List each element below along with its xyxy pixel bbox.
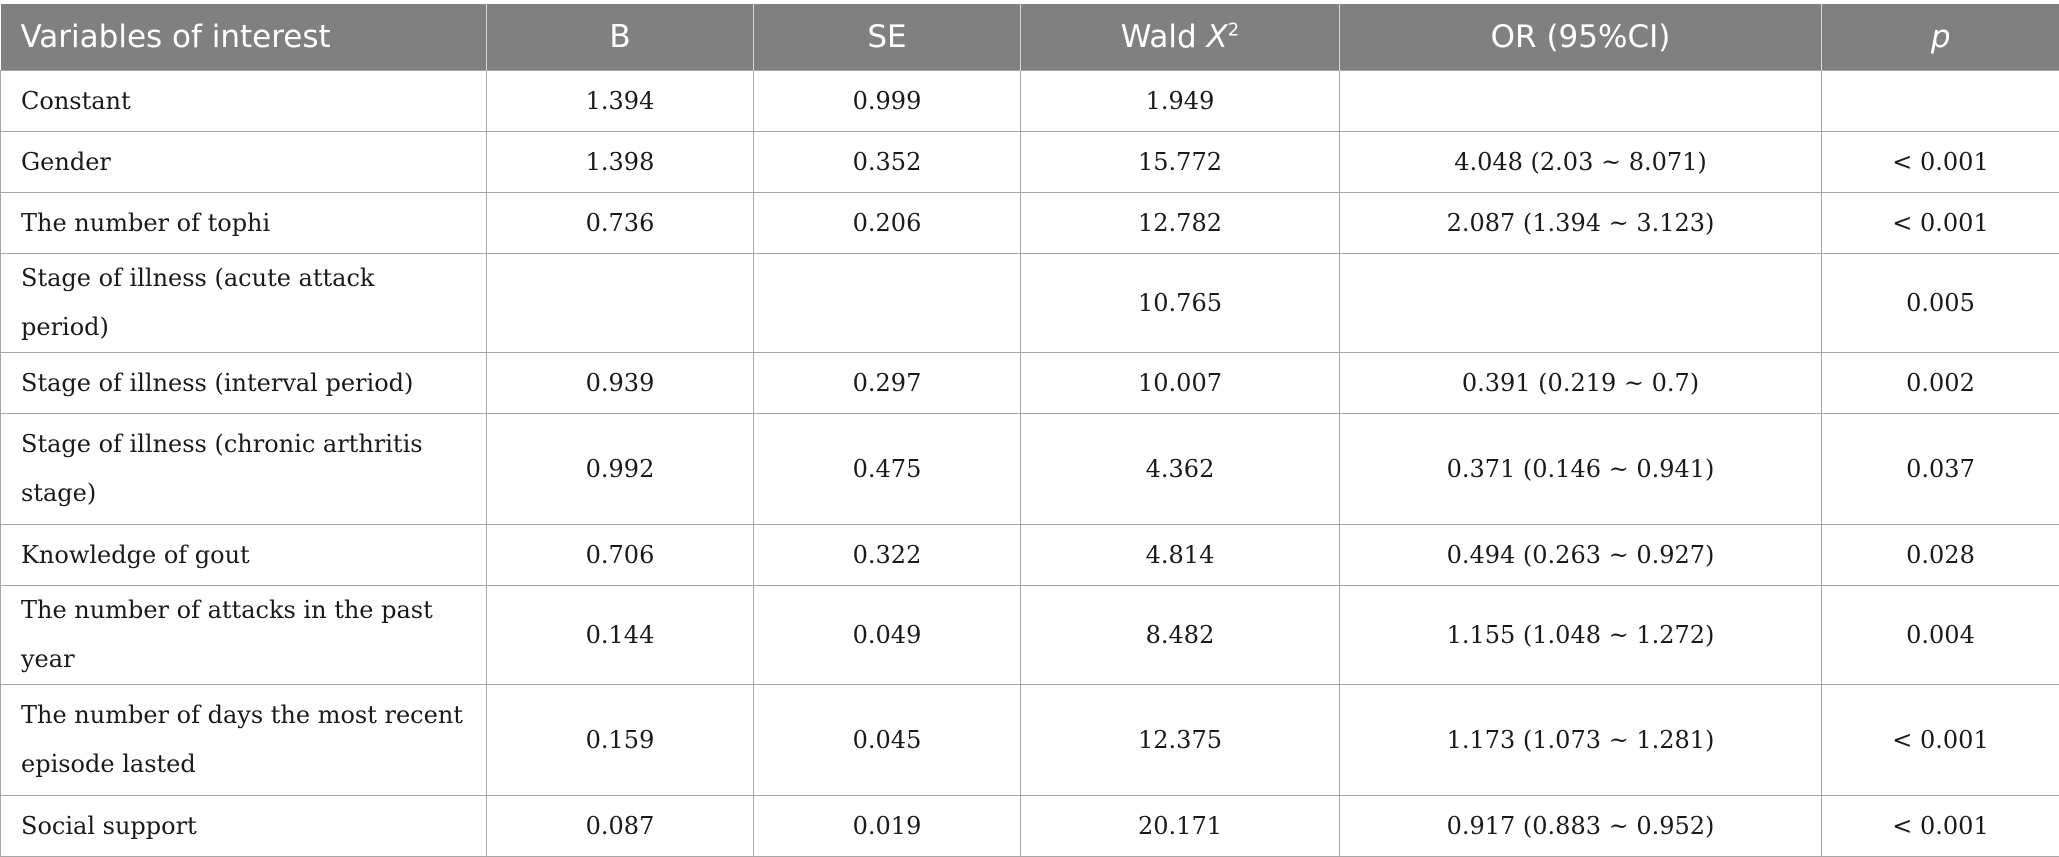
cell-b <box>487 254 754 353</box>
cell-or: 4.048 (2.03 ~ 8.071) <box>1340 132 1822 193</box>
cell-se: 0.297 <box>754 353 1021 414</box>
cell-or: 0.494 (0.263 ~ 0.927) <box>1340 525 1822 586</box>
cell-variable: Gender <box>1 132 487 193</box>
cell-wald: 4.362 <box>1021 414 1340 525</box>
header-wald-sup: 2 <box>1228 20 1239 41</box>
cell-b: 0.144 <box>487 586 754 685</box>
table-row: Gender 1.398 0.352 15.772 4.048 (2.03 ~ … <box>1 132 2059 193</box>
cell-variable: Stage of illness (acute attack period) <box>1 254 487 353</box>
cell-p: 0.005 <box>1822 254 2059 353</box>
cell-wald: 12.375 <box>1021 685 1340 796</box>
table-row: Stage of illness (chronic arthritis stag… <box>1 414 2059 525</box>
table-row: The number of attacks in the past year 0… <box>1 586 2059 685</box>
header-variables: Variables of interest <box>1 4 487 71</box>
cell-or: 2.087 (1.394 ~ 3.123) <box>1340 193 1822 254</box>
cell-se: 0.322 <box>754 525 1021 586</box>
cell-variable: Stage of illness (interval period) <box>1 353 487 414</box>
cell-p <box>1822 71 2059 132</box>
cell-p: 0.004 <box>1822 586 2059 685</box>
cell-wald: 8.482 <box>1021 586 1340 685</box>
cell-b: 1.398 <box>487 132 754 193</box>
cell-b: 0.736 <box>487 193 754 254</box>
cell-wald: 4.814 <box>1021 525 1340 586</box>
cell-b: 0.939 <box>487 353 754 414</box>
table-row: Knowledge of gout 0.706 0.322 4.814 0.49… <box>1 525 2059 586</box>
header-wald-var: X <box>1207 19 1228 55</box>
cell-se: 0.999 <box>754 71 1021 132</box>
cell-p: < 0.001 <box>1822 685 2059 796</box>
header-row: Variables of interest B SE Wald X2 OR (9… <box>1 4 2059 71</box>
cell-wald: 10.007 <box>1021 353 1340 414</box>
cell-variable: The number of days the most recent episo… <box>1 685 487 796</box>
cell-p: < 0.001 <box>1822 132 2059 193</box>
cell-variable: The number of attacks in the past year <box>1 586 487 685</box>
cell-or <box>1340 71 1822 132</box>
header-wald-prefix: Wald <box>1121 19 1207 55</box>
cell-variable: The number of tophi <box>1 193 487 254</box>
header-p-label: p <box>1931 19 1951 55</box>
cell-se <box>754 254 1021 353</box>
cell-b: 0.992 <box>487 414 754 525</box>
cell-variable: Stage of illness (chronic arthritis stag… <box>1 414 487 525</box>
cell-or: 1.155 (1.048 ~ 1.272) <box>1340 586 1822 685</box>
table-body: Constant 1.394 0.999 1.949 Gender 1.398 … <box>1 71 2059 857</box>
table-row: Stage of illness (interval period) 0.939… <box>1 353 2059 414</box>
cell-se: 0.045 <box>754 685 1021 796</box>
cell-b: 1.394 <box>487 71 754 132</box>
regression-table-container: Variables of interest B SE Wald X2 OR (9… <box>0 0 2059 805</box>
table-row: Stage of illness (acute attack period) 1… <box>1 254 2059 353</box>
cell-p: 0.002 <box>1822 353 2059 414</box>
cell-or: 1.173 (1.073 ~ 1.281) <box>1340 685 1822 796</box>
header-p: p <box>1822 4 2059 71</box>
header-se: SE <box>754 4 1021 71</box>
cell-p: 0.028 <box>1822 525 2059 586</box>
cell-se: 0.352 <box>754 132 1021 193</box>
cell-b: 0.706 <box>487 525 754 586</box>
header-wald: Wald X2 <box>1021 4 1340 71</box>
cell-se: 0.049 <box>754 586 1021 685</box>
table-row: The number of days the most recent episo… <box>1 685 2059 796</box>
cell-or: 0.391 (0.219 ~ 0.7) <box>1340 353 1822 414</box>
regression-table: Variables of interest B SE Wald X2 OR (9… <box>0 4 2059 857</box>
cell-p: 0.037 <box>1822 414 2059 525</box>
cell-b: 0.159 <box>487 685 754 796</box>
table-header: Variables of interest B SE Wald X2 OR (9… <box>1 4 2059 71</box>
cell-variable: Knowledge of gout <box>1 525 487 586</box>
cell-or <box>1340 254 1822 353</box>
cell-p: < 0.001 <box>1822 193 2059 254</box>
cell-wald: 15.772 <box>1021 132 1340 193</box>
cell-se: 0.206 <box>754 193 1021 254</box>
header-b: B <box>487 4 754 71</box>
cell-variable: Constant <box>1 71 487 132</box>
cell-wald: 1.949 <box>1021 71 1340 132</box>
cell-wald: 12.782 <box>1021 193 1340 254</box>
table-row: The number of tophi 0.736 0.206 12.782 2… <box>1 193 2059 254</box>
table-row: Constant 1.394 0.999 1.949 <box>1 71 2059 132</box>
cell-or: 0.371 (0.146 ~ 0.941) <box>1340 414 1822 525</box>
cell-se: 0.475 <box>754 414 1021 525</box>
cell-wald: 10.765 <box>1021 254 1340 353</box>
header-or: OR (95%CI) <box>1340 4 1822 71</box>
